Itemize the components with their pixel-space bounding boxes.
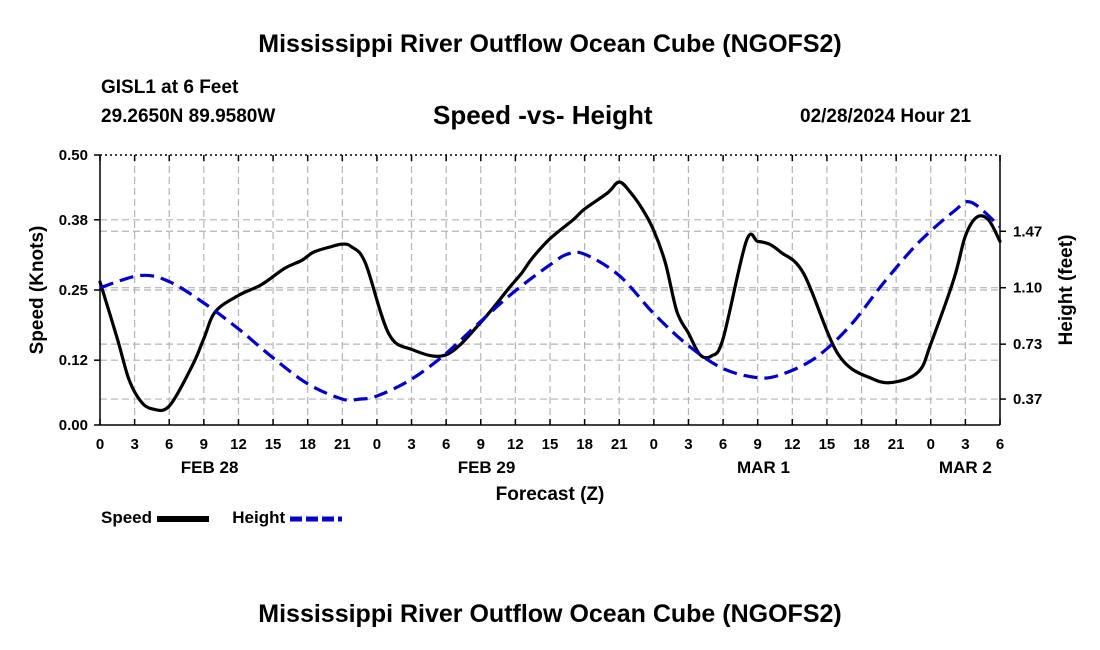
station-coords: 29.2650N 89.9580W xyxy=(101,106,276,127)
x-tick-label: 3 xyxy=(961,436,969,453)
y-left-axis-label: Speed (Knots) xyxy=(27,226,48,355)
x-tick-label: 18 xyxy=(853,436,870,453)
legend-height-label: Height xyxy=(232,508,286,527)
series-speed-line xyxy=(98,180,1002,413)
chart-title-bottom: Mississippi River Outflow Ocean Cube (NG… xyxy=(258,600,842,628)
x-tick-label: 6 xyxy=(996,436,1004,453)
y-left-tick-label: 0.12 xyxy=(59,352,88,369)
x-tick-label: 21 xyxy=(611,436,628,453)
y-left-tick-label: 0.00 xyxy=(59,417,88,434)
x-tick-label: 3 xyxy=(684,436,692,453)
x-tick-label: 6 xyxy=(719,436,727,453)
y-right-tick-label: 1.10 xyxy=(1013,280,1042,297)
x-tick-label: 3 xyxy=(130,436,138,453)
legend-speed-swatch xyxy=(156,515,209,522)
legend: Speed Height xyxy=(101,508,342,528)
x-tick-label: 9 xyxy=(754,436,762,453)
legend-height-swatch xyxy=(289,516,342,522)
x-tick-label: 18 xyxy=(576,436,593,453)
station-label: GISL1 at 6 Feet xyxy=(101,77,239,98)
x-axis-label: Forecast (Z) xyxy=(496,484,605,505)
x-date-label: FEB 28 xyxy=(181,458,239,477)
chart-subtitle: Speed -vs- Height xyxy=(433,100,653,130)
x-date-label: MAR 2 xyxy=(939,458,992,477)
x-tick-label: 21 xyxy=(888,436,905,453)
x-tick-label: 6 xyxy=(442,436,450,453)
chart-title-top: Mississippi River Outflow Ocean Cube (NG… xyxy=(258,30,842,58)
x-tick-label: 0 xyxy=(927,436,935,453)
x-tick-label: 12 xyxy=(507,436,524,453)
x-tick-label: 18 xyxy=(299,436,316,453)
x-tick-label: 15 xyxy=(265,436,282,453)
x-tick-label: 3 xyxy=(407,436,415,453)
series-height-line xyxy=(99,200,1002,402)
x-tick-label: 12 xyxy=(230,436,247,453)
x-date-label: MAR 1 xyxy=(737,458,790,477)
y-right-tick-label: 1.47 xyxy=(1013,223,1042,240)
x-tick-label: 0 xyxy=(96,436,104,453)
y-left-tick-label: 0.50 xyxy=(59,147,88,164)
y-right-axis-label: Height (feet) xyxy=(1056,235,1077,346)
x-tick-label: 0 xyxy=(373,436,381,453)
x-tick-label: 21 xyxy=(334,436,351,453)
y-right-tick-label: 0.37 xyxy=(1013,391,1042,408)
x-tick-label: 9 xyxy=(200,436,208,453)
legend-speed-label: Speed xyxy=(101,508,153,527)
x-date-label: FEB 29 xyxy=(458,458,516,477)
y-right-tick-label: 0.73 xyxy=(1013,336,1042,353)
y-left-tick-label: 0.38 xyxy=(59,212,88,229)
x-tick-label: 6 xyxy=(165,436,173,453)
x-tick-label: 15 xyxy=(819,436,836,453)
x-tick-label: 9 xyxy=(477,436,485,453)
x-tick-label: 0 xyxy=(650,436,658,453)
y-left-tick-label: 0.25 xyxy=(59,282,88,299)
forecast-datetime: 02/28/2024 Hour 21 xyxy=(800,106,972,127)
x-tick-label: 12 xyxy=(784,436,801,453)
x-tick-label: 15 xyxy=(542,436,559,453)
